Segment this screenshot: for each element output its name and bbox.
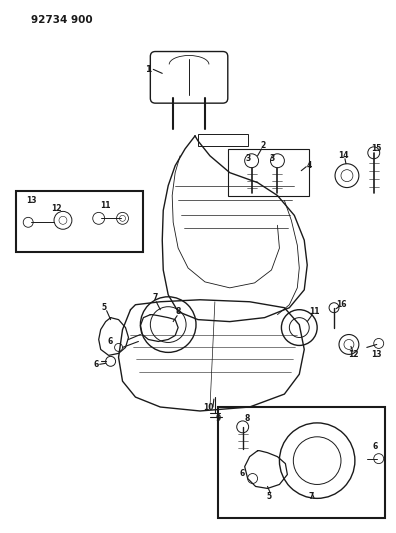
Text: 6: 6	[372, 442, 377, 451]
Text: 11: 11	[101, 201, 111, 210]
Bar	[198, 134, 248, 146]
Bar	[228, 149, 309, 197]
Circle shape	[120, 215, 126, 221]
Circle shape	[374, 454, 384, 464]
Text: 10: 10	[203, 402, 213, 411]
Text: 2: 2	[260, 141, 265, 150]
Text: 11: 11	[309, 307, 320, 316]
Text: 3: 3	[245, 154, 250, 163]
Text: 6: 6	[239, 469, 244, 478]
Text: 92734 900: 92734 900	[31, 15, 93, 25]
Circle shape	[116, 212, 128, 224]
Text: 7: 7	[152, 293, 158, 302]
Circle shape	[248, 473, 257, 483]
Circle shape	[368, 147, 380, 159]
Circle shape	[59, 216, 67, 224]
Text: 8: 8	[175, 307, 181, 316]
Circle shape	[237, 421, 249, 433]
Circle shape	[293, 437, 341, 484]
Bar	[16, 190, 143, 252]
Circle shape	[282, 310, 317, 345]
Circle shape	[329, 303, 339, 313]
Circle shape	[289, 318, 309, 337]
Text: 13: 13	[26, 196, 36, 205]
Text: 6: 6	[93, 360, 98, 369]
Circle shape	[280, 423, 355, 498]
Text: 3: 3	[270, 154, 275, 163]
Circle shape	[270, 154, 284, 168]
Circle shape	[339, 335, 359, 354]
Circle shape	[93, 212, 105, 224]
Text: 7: 7	[308, 492, 314, 501]
Text: 1: 1	[145, 65, 152, 74]
Circle shape	[344, 340, 354, 350]
Circle shape	[341, 169, 353, 182]
Text: 6: 6	[108, 337, 113, 346]
Text: 4: 4	[307, 161, 312, 170]
Text: 9: 9	[215, 415, 221, 423]
Text: 5: 5	[101, 303, 106, 312]
Circle shape	[150, 306, 186, 343]
FancyBboxPatch shape	[150, 52, 228, 103]
Circle shape	[106, 357, 116, 366]
Text: 12: 12	[348, 350, 359, 359]
Text: 15: 15	[371, 144, 382, 154]
Text: 14: 14	[338, 151, 348, 160]
Circle shape	[23, 217, 33, 227]
Circle shape	[245, 154, 259, 168]
Text: 8: 8	[245, 415, 250, 423]
Text: 12: 12	[51, 204, 61, 213]
Circle shape	[141, 297, 196, 352]
Text: 5: 5	[267, 492, 272, 501]
Circle shape	[54, 212, 72, 229]
Text: 13: 13	[371, 350, 382, 359]
Circle shape	[335, 164, 359, 188]
Text: 16: 16	[336, 300, 346, 309]
Bar	[218, 407, 385, 518]
Circle shape	[374, 338, 384, 349]
Circle shape	[114, 343, 122, 351]
